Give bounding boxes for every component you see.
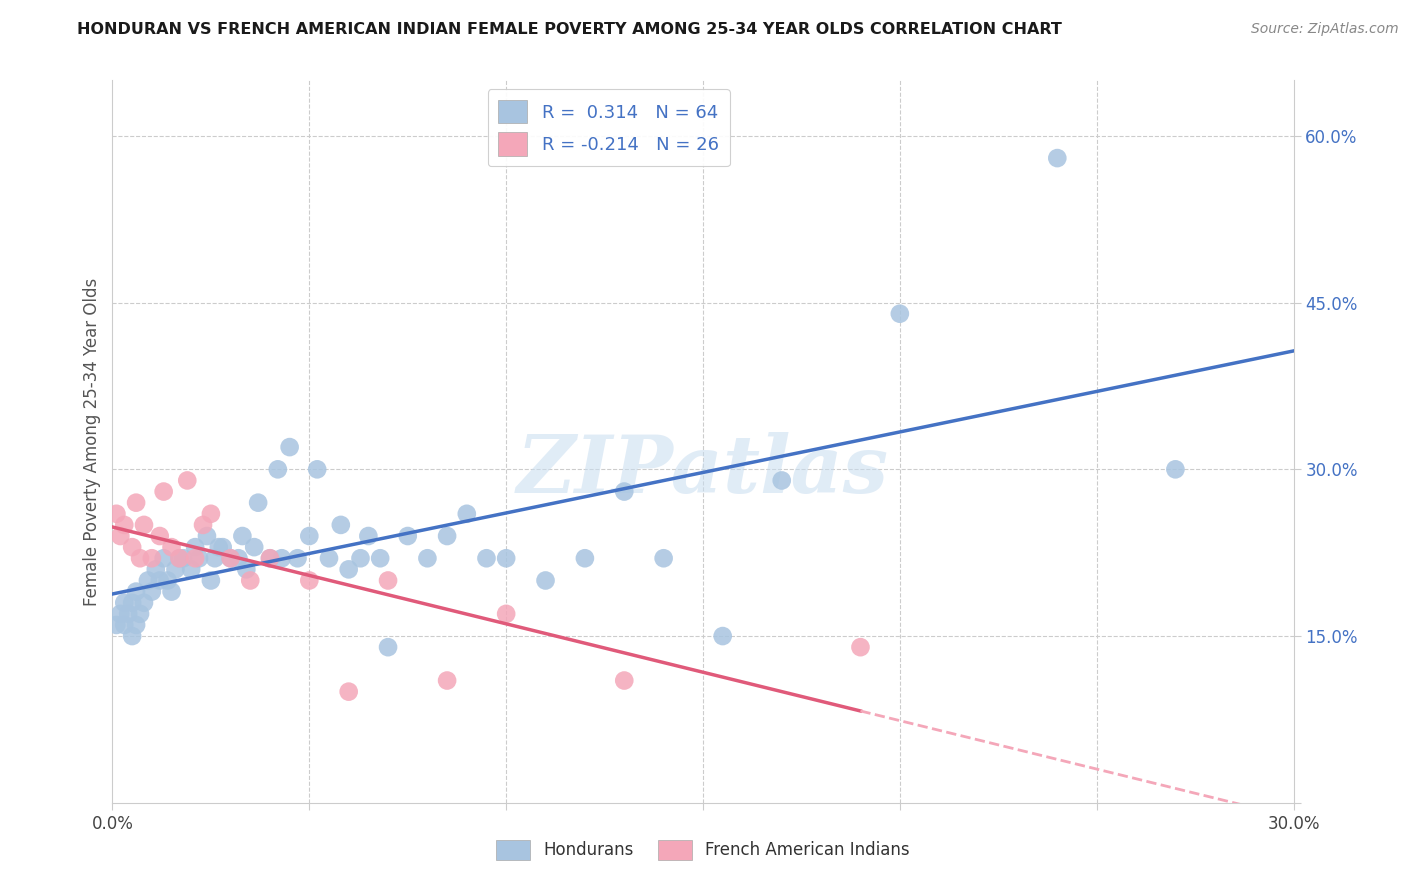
Point (152, 484, 174, 499)
Point (136, 574, 159, 588)
Point (259, 551, 281, 566)
Text: Source: ZipAtlas.com: Source: ZipAtlas.com (1251, 22, 1399, 37)
Point (169, 551, 191, 566)
Point (121, 540, 143, 554)
Point (318, 551, 340, 566)
Point (416, 551, 439, 566)
Point (235, 562, 257, 576)
Point (200, 574, 222, 588)
Point (176, 474, 198, 488)
Point (652, 551, 675, 566)
Point (349, 551, 371, 566)
Point (211, 540, 233, 554)
Point (243, 540, 266, 554)
Point (298, 529, 321, 543)
Point (475, 551, 498, 566)
Point (132, 517, 155, 532)
Point (129, 551, 152, 566)
Point (208, 540, 231, 554)
Point (200, 507, 222, 521)
Point (298, 574, 321, 588)
Point (152, 551, 174, 566)
Point (117, 607, 139, 621)
Point (149, 574, 172, 588)
Point (849, 640, 872, 655)
Point (105, 507, 128, 521)
Y-axis label: Female Poverty Among 25-34 Year Olds: Female Poverty Among 25-34 Year Olds (83, 277, 101, 606)
Point (239, 574, 262, 588)
Point (169, 551, 191, 566)
Point (125, 618, 148, 632)
Point (184, 551, 207, 566)
Point (129, 607, 152, 621)
Text: ZIPatlas: ZIPatlas (517, 432, 889, 509)
Point (613, 484, 636, 499)
Point (121, 596, 143, 610)
Point (204, 551, 226, 566)
Point (247, 496, 270, 510)
Point (278, 440, 301, 454)
Point (1164, 462, 1187, 476)
Point (121, 629, 143, 643)
Point (337, 684, 360, 698)
Point (141, 551, 163, 566)
Point (160, 540, 183, 554)
Point (188, 551, 211, 566)
Point (368, 551, 391, 566)
Point (259, 551, 281, 566)
Point (436, 673, 458, 688)
Point (456, 507, 478, 521)
Point (195, 529, 218, 543)
Point (105, 618, 128, 632)
Point (219, 551, 242, 566)
Point (141, 584, 163, 599)
Point (145, 562, 167, 576)
Point (125, 496, 148, 510)
Point (495, 607, 517, 621)
Point (287, 551, 309, 566)
Point (228, 551, 250, 566)
Point (184, 540, 207, 554)
Point (125, 584, 148, 599)
Point (165, 562, 187, 576)
Point (156, 574, 179, 588)
Point (110, 607, 132, 621)
Point (191, 517, 214, 532)
Point (231, 529, 253, 543)
Point (495, 551, 517, 566)
Point (889, 307, 911, 321)
Point (110, 529, 132, 543)
Point (172, 551, 194, 566)
Point (396, 529, 419, 543)
Point (329, 517, 352, 532)
Point (149, 529, 172, 543)
Point (112, 618, 135, 632)
Legend: Hondurans, French American Indians: Hondurans, French American Indians (489, 833, 917, 867)
Point (112, 596, 135, 610)
Point (770, 474, 793, 488)
Point (180, 562, 202, 576)
Point (270, 551, 292, 566)
Point (711, 629, 734, 643)
Point (377, 640, 399, 655)
Point (357, 529, 380, 543)
Point (574, 551, 596, 566)
Text: HONDURAN VS FRENCH AMERICAN INDIAN FEMALE POVERTY AMONG 25-34 YEAR OLDS CORRELAT: HONDURAN VS FRENCH AMERICAN INDIAN FEMAL… (77, 22, 1062, 37)
Point (534, 574, 557, 588)
Point (132, 596, 155, 610)
Point (307, 462, 329, 476)
Point (112, 517, 135, 532)
Point (613, 673, 636, 688)
Point (436, 529, 458, 543)
Point (219, 551, 242, 566)
Point (267, 462, 290, 476)
Point (377, 574, 399, 588)
Point (337, 562, 360, 576)
Point (1046, 151, 1069, 165)
Point (160, 584, 183, 599)
